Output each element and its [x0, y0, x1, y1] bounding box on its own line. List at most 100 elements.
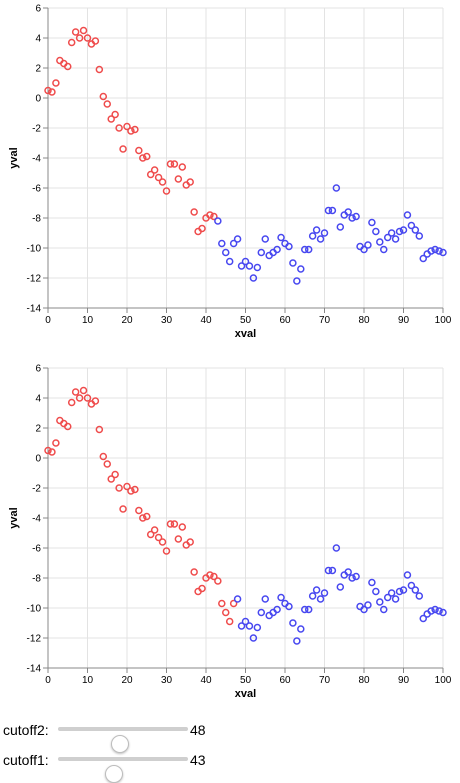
- bottom-plot-point: [289, 619, 297, 627]
- bottom-plot-point: [111, 470, 119, 479]
- top-plot-x-tick-label: 90: [398, 315, 410, 326]
- top-plot-point: [320, 229, 329, 237]
- top-plot-point: [308, 232, 317, 240]
- top-plot-point: [241, 257, 250, 266]
- top-plot-point: [170, 160, 179, 168]
- top-plot-point: [67, 38, 76, 47]
- bottom-plot-point: [233, 595, 242, 603]
- top-plot-point: [301, 245, 309, 254]
- top-plot-y-tick-label: -12: [27, 274, 42, 285]
- top-plot-point: [245, 262, 254, 270]
- top-plot-x-tick-label: 60: [279, 315, 291, 326]
- bottom-plot-point: [376, 598, 384, 606]
- top-plot-point: [143, 152, 151, 161]
- top-plot-point: [99, 92, 108, 101]
- top-plot-point: [178, 163, 187, 171]
- top-plot-point: [312, 226, 321, 234]
- bottom-plot-point: [304, 605, 313, 614]
- bottom-plot-point: [285, 602, 293, 611]
- top-plot-x-tick-label: 100: [435, 315, 452, 326]
- bottom-plot-point: [190, 568, 198, 576]
- cutoff1-slider-row: cutoff1: 43: [0, 740, 460, 783]
- bottom-plot-point: [380, 605, 388, 614]
- top-plot-point: [360, 245, 368, 254]
- bottom-plot-y-tick-label: -12: [27, 634, 42, 645]
- cutoff1-label: cutoff1:: [3, 752, 49, 768]
- bottom-plot-point: [253, 623, 262, 632]
- bottom-plot-point: [427, 607, 435, 615]
- cutoff2-slider-thumb[interactable]: [111, 735, 130, 753]
- top-plot-x-tick-label: 80: [358, 315, 370, 326]
- bottom-plot-point: [139, 514, 147, 522]
- bottom-plot-point: [308, 592, 317, 600]
- bottom-plot-point: [218, 599, 226, 608]
- bottom-plot-point: [95, 425, 104, 434]
- cutoff2-slider[interactable]: [58, 727, 188, 753]
- top-plot-y-tick-label: 6: [35, 4, 41, 15]
- bottom-plot-point: [229, 599, 238, 608]
- bottom-plot-point: [170, 520, 179, 528]
- top-plot-point: [206, 211, 214, 219]
- top-plot-point: [166, 160, 175, 168]
- top-plot-point: [431, 245, 439, 254]
- bottom-plot-point: [178, 523, 187, 531]
- bottom-plot-point: [241, 617, 250, 626]
- cutoff1-slider[interactable]: [58, 757, 188, 783]
- bottom-plot-point: [44, 446, 52, 455]
- top-plot-point: [435, 247, 443, 255]
- top-plot-point: [139, 154, 147, 162]
- bottom-plot-point: [364, 601, 372, 609]
- top-plot-point: [304, 245, 313, 254]
- bottom-plot-point: [360, 605, 368, 614]
- bottom-plot-point: [439, 608, 447, 617]
- bottom-plot-point: [273, 605, 281, 614]
- bottom-plot-point: [52, 439, 60, 447]
- bottom-plot-point: [301, 605, 309, 614]
- top-plot-point: [372, 227, 380, 236]
- bottom-plot-point: [158, 538, 167, 546]
- bottom-plot-y-tick-label: -2: [32, 484, 41, 495]
- bottom-plot-point: [146, 530, 155, 539]
- top-plot-point: [127, 127, 135, 135]
- bottom-plot-point: [395, 587, 404, 596]
- top-plot-point: [48, 88, 56, 96]
- bottom-plot-point: [387, 589, 396, 597]
- bottom-plot-point: [75, 394, 84, 402]
- bottom-plot-y-tick-label: -10: [27, 604, 42, 615]
- top-plot-point: [415, 232, 424, 240]
- top-plot-x-tick-label: 30: [161, 315, 173, 326]
- cutoff1-slider-thumb[interactable]: [104, 765, 123, 783]
- bottom-plot-point: [261, 595, 269, 603]
- top-plot-x-tick-label: 10: [82, 315, 94, 326]
- bottom-plot-point: [435, 607, 443, 615]
- top-plot-point: [91, 37, 100, 45]
- top-plot-point: [198, 224, 206, 233]
- bottom-plot-y-tick-label: -14: [27, 664, 42, 675]
- top-plot-point: [328, 206, 337, 215]
- bottom-plot-point: [198, 584, 206, 593]
- bottom-plot-point: [119, 505, 127, 513]
- top-plot-point: [316, 235, 325, 243]
- top-plot-point: [64, 62, 72, 71]
- top-plot-point: [336, 223, 345, 231]
- bottom-plot-x-tick-label: 60: [279, 675, 291, 686]
- top-plot-point: [111, 110, 119, 119]
- bottom-plot-point: [79, 386, 88, 395]
- top-plot-point: [103, 100, 111, 108]
- bottom-plot-point: [64, 422, 72, 431]
- top-plot-point: [261, 235, 269, 243]
- bottom-plot-point: [431, 605, 439, 614]
- top-plot-point: [368, 218, 376, 227]
- bottom-plot-point: [186, 538, 194, 546]
- top-plot-y-tick-label: -2: [32, 124, 41, 135]
- top-plot-point: [411, 226, 420, 234]
- bottom-plot-x-tick-label: 10: [82, 675, 94, 686]
- top-plot-point: [407, 221, 416, 230]
- bottom-plot-point: [293, 637, 301, 645]
- top-plot-x-axis-title: xval: [235, 328, 256, 340]
- bottom-plot-point: [344, 568, 352, 576]
- bottom-plot-y-tick-label: 6: [35, 364, 41, 375]
- bottom-plot-point: [91, 397, 100, 405]
- top-plot-point: [344, 208, 352, 216]
- bottom-plot-point: [249, 634, 258, 642]
